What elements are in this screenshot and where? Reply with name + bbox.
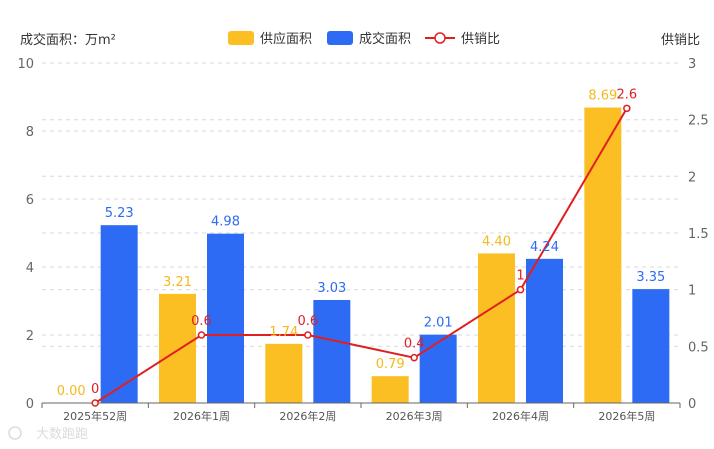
legend-swatch-deal <box>327 31 353 45</box>
bar-label-deal: 3.35 <box>636 270 665 285</box>
left-tick-label: 0 <box>26 397 34 412</box>
bar-deal[interactable] <box>526 258 563 403</box>
bar-label-supply: 3.21 <box>163 275 192 290</box>
bars <box>100 107 670 403</box>
bar-label-supply: 4.40 <box>482 234 511 249</box>
watermark-logo-icon <box>8 426 22 440</box>
right-tick-label: 0.5 <box>688 340 709 355</box>
legend-label-ratio: 供销比 <box>461 32 500 47</box>
legend: 供应面积 成交面积 供销比 <box>228 31 500 47</box>
ratio-label: 0 <box>91 382 99 397</box>
bar-label-deal: 4.98 <box>211 215 240 230</box>
watermark-text: 大数跑跑 <box>36 427 88 442</box>
watermark: 大数跑跑 <box>8 426 88 442</box>
ratio-point[interactable] <box>623 104 631 113</box>
bar-label-deal: 4.24 <box>530 240 559 255</box>
x-tick-label: 2026年1周 <box>173 409 230 423</box>
x-tick-label: 2026年4周 <box>492 409 549 423</box>
bar-deal[interactable] <box>632 289 670 403</box>
bar-label-deal: 3.03 <box>317 281 346 296</box>
ratio-label: 0.4 <box>404 337 425 352</box>
right-tick-label: 1 <box>688 284 696 299</box>
ratio-point[interactable] <box>516 285 525 294</box>
left-axis-title: 成交面积：万m² <box>20 32 116 48</box>
x-tick-label: 2026年5周 <box>598 409 655 423</box>
legend-swatch-supply <box>228 31 254 45</box>
ratio-label: 0.6 <box>191 314 212 329</box>
bar-supply[interactable] <box>371 376 409 403</box>
bar-label-supply: 0.00 <box>57 384 86 399</box>
right-tick-label: 3 <box>688 57 696 72</box>
left-tick-label: 2 <box>26 329 34 344</box>
bar-label-supply: 0.79 <box>376 357 405 372</box>
right-tick-label: 1.5 <box>688 227 709 242</box>
right-tick-label: 2.5 <box>688 114 709 129</box>
ratio-point[interactable] <box>304 331 312 339</box>
legend-item-ratio[interactable]: 供销比 <box>425 32 500 47</box>
left-tick-label: 6 <box>26 193 34 208</box>
bar-label-deal: 5.23 <box>105 206 134 221</box>
ratio-point[interactable] <box>197 331 206 339</box>
bar-label-deal: 2.01 <box>424 316 453 331</box>
bar-deal[interactable] <box>313 299 351 403</box>
right-tick-label: 2 <box>688 170 696 185</box>
x-tick-label: 2026年2周 <box>279 409 336 423</box>
bar-supply[interactable] <box>584 107 622 403</box>
ratio-point[interactable] <box>410 353 418 362</box>
ratio-line <box>91 104 631 407</box>
left-tick-label: 10 <box>17 57 34 72</box>
legend-item-supply[interactable]: 供应面积 <box>228 31 312 47</box>
bar-supply[interactable] <box>478 253 515 403</box>
right-axis-title: 供销比 <box>661 33 700 48</box>
ratio-line-path <box>94 107 628 404</box>
left-tick-label: 4 <box>26 261 34 276</box>
bar-deal[interactable] <box>100 225 138 403</box>
bar-label-supply: 1.74 <box>269 325 298 340</box>
data-labels: 0.00 5.23 3.21 4.98 1.74 3.03 0.79 2.01 4.40 4.24… <box>57 87 666 399</box>
bar-label-supply: 8.69 <box>588 89 617 104</box>
x-tick-label: 2026年3周 <box>386 409 443 423</box>
ratio-label: 0.6 <box>297 314 318 329</box>
x-tick-label: 2025年52周 <box>63 409 127 423</box>
left-tick-label: 8 <box>26 125 34 140</box>
legend-label-supply: 供应面积 <box>260 31 312 47</box>
ratio-label: 2.6 <box>616 87 637 102</box>
bar-deal[interactable] <box>419 334 457 403</box>
legend-label-deal: 成交面积 <box>359 31 411 47</box>
bar-deal[interactable] <box>207 233 244 403</box>
gridlines <box>42 62 680 347</box>
ratio-label: 1 <box>516 269 524 284</box>
right-tick-label: 0 <box>688 397 696 412</box>
ratio-point[interactable] <box>91 399 99 407</box>
legend-marker-ratio <box>434 32 446 44</box>
bar-supply[interactable] <box>159 293 196 403</box>
legend-item-deal[interactable]: 成交面积 <box>327 31 411 47</box>
bar-supply[interactable] <box>265 343 303 403</box>
